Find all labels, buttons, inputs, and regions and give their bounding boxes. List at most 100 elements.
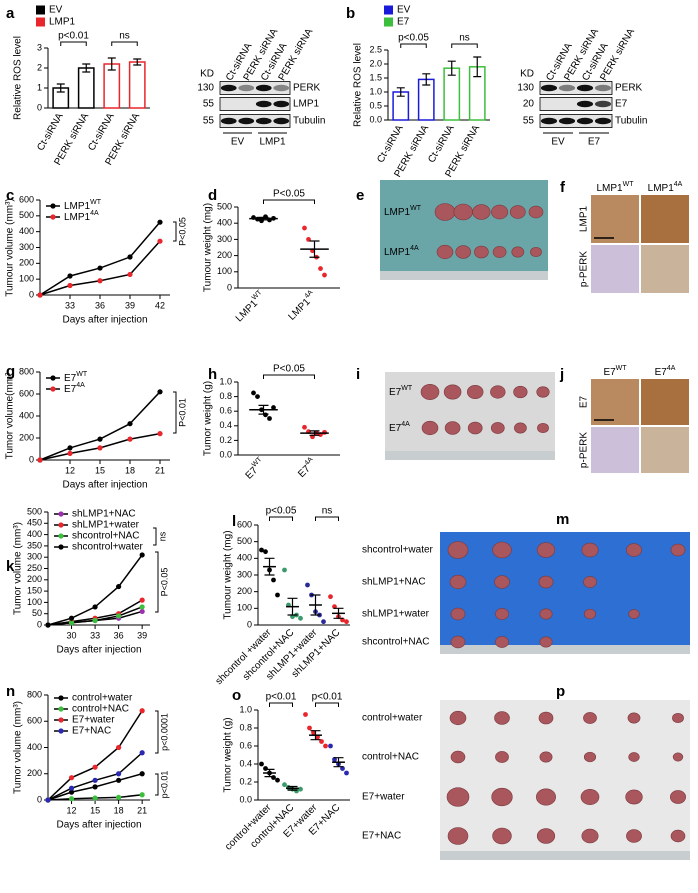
tumour [447,827,469,845]
point [92,764,98,770]
point [97,436,103,442]
tumour [450,635,466,649]
tumour [443,384,462,400]
error-bar [287,597,298,616]
point [302,225,307,231]
tumour [453,203,473,221]
tumour [627,712,641,724]
x-axis-label: Days after injection [56,820,141,831]
y-tick-label: 500 [217,201,232,211]
y-tick-label: 400 [217,218,232,228]
legend-label: LMP14A [64,210,99,222]
error-bar [56,83,65,93]
band [220,117,237,125]
kd-header: KD [520,69,534,80]
y-tick-label: 400 [19,410,34,420]
x-tick-label: E74A [295,456,319,480]
point [157,238,163,244]
annotation: ns [157,531,167,541]
group-label: EV [551,137,565,148]
annotation: p<0.01 [58,31,89,42]
panel-letter: o [232,687,241,704]
x-tick-label: 18 [114,805,124,815]
x-tick-label: E7WT [242,456,268,482]
error-bar [447,60,456,76]
tumour [581,542,599,558]
y-tick-label: 100 [19,274,34,284]
row-label: E7 [579,395,590,408]
point [259,547,264,553]
point [328,594,333,600]
legend-marker [58,533,64,539]
tumour [536,788,556,806]
point [251,390,256,396]
column-label: LMP1WT [596,181,634,193]
point [263,766,268,771]
photo-label: shcontrol+water [362,545,434,556]
tumour [494,575,510,589]
tumour [514,422,527,434]
photo-label: E74A [389,421,410,433]
legend-marker [50,375,56,381]
legend-swatch [384,5,393,15]
panel-letter: e [356,187,364,204]
x-tick-label: 12 [65,465,75,475]
x-axis-label: Days after injection [56,645,141,656]
tumour [670,829,686,843]
panel-letter: j [559,366,564,383]
tumour [449,574,467,590]
bracket [155,551,159,613]
y-tick-label: 2 [37,62,42,72]
legend-label: shLMP1+water [72,520,140,531]
y-tick-label: 500 [237,536,252,546]
legend-label: control+water [72,693,133,704]
panel-letter: c [6,187,14,204]
y-tick-label: 300 [237,569,252,579]
bracket [60,41,87,46]
point [127,271,133,278]
legend-marker [58,695,64,701]
tumour [444,421,461,435]
y-tick-label: 0.0 [239,794,252,804]
y-tick-label: 2.0 [369,58,382,68]
tumour [455,245,472,259]
tumour [628,752,640,762]
panel-letter: d [208,187,217,204]
ruler [385,451,555,460]
panel-letter: m [556,511,569,528]
column-label: E74A [655,365,676,377]
band [273,100,290,108]
legend-marker [58,728,64,734]
tumour [495,751,509,763]
tumour [528,205,544,219]
photo-label: control+NAC [362,752,419,763]
point [139,771,145,777]
y-tick-label: 200 [27,768,42,778]
x-tick-label: 15 [90,805,100,815]
tumour [626,829,642,843]
y-tick-label: 400 [237,553,252,563]
point [139,604,145,610]
y-tick-label: 0 [247,619,252,629]
y-tick-label: 300 [19,242,34,252]
band [255,117,272,125]
y-axis-label: Relative ROS level [353,43,364,127]
panel-letter: k [6,558,15,575]
blot-strip [219,81,291,95]
y-tick-label: 400 [27,529,42,539]
tumour [580,789,600,805]
annotation: p<0.0001 [159,713,169,751]
annotation: P<0.05 [273,364,305,375]
y-tick-label: 3 [37,42,42,52]
x-tick-label: 39 [125,300,135,310]
ihc-image [591,379,639,425]
group-label: E7 [588,137,601,148]
kd-label: 130 [197,83,214,94]
y-axis-label: Relative ROS level [13,36,24,120]
point [68,775,75,781]
y-tick-label: 0.6 [219,406,232,416]
point [303,712,308,717]
bracket [451,43,478,48]
tumour [538,575,554,589]
